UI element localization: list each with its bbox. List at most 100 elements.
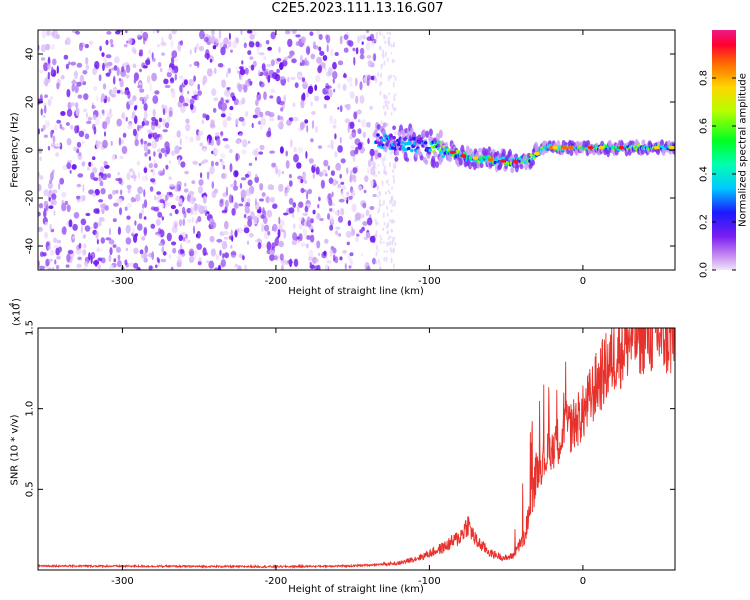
noise-speck — [169, 191, 172, 196]
noise-speck — [392, 169, 394, 173]
noise-speck — [148, 265, 153, 270]
noise-speck — [85, 120, 92, 125]
noise-speck — [392, 263, 395, 269]
noise-speck — [38, 149, 43, 154]
noise-speck — [174, 209, 179, 215]
noise-speck — [195, 233, 199, 238]
noise-speck — [43, 189, 50, 197]
noise-speck — [225, 99, 229, 104]
noise-speck — [224, 144, 230, 150]
signal-peak — [668, 145, 675, 150]
noise-speck — [221, 102, 227, 111]
noise-speck — [188, 79, 194, 87]
noise-speck — [61, 202, 67, 212]
noise-speck — [162, 108, 166, 116]
noise-speck — [184, 170, 189, 175]
noise-speck — [249, 33, 255, 40]
noise-speck — [189, 136, 194, 143]
noise-speck — [337, 215, 344, 223]
signal-speck — [660, 139, 664, 147]
noise-speck — [138, 171, 141, 180]
noise-speck — [61, 191, 67, 198]
noise-speck — [52, 58, 57, 66]
noise-speck — [174, 73, 177, 81]
noise-speck — [93, 208, 100, 214]
noise-speck — [352, 155, 356, 162]
noise-speck — [309, 31, 314, 36]
noise-speck — [90, 251, 96, 260]
noise-speck — [51, 31, 55, 37]
noise-speck — [154, 135, 159, 142]
noise-speck — [66, 162, 72, 170]
noise-speck — [182, 218, 186, 226]
noise-speck — [280, 76, 286, 80]
noise-speck — [161, 216, 164, 221]
noise-speck — [266, 63, 272, 67]
noise-speck — [149, 186, 154, 192]
noise-speck — [84, 261, 88, 266]
noise-speck — [331, 208, 336, 214]
noise-speck — [394, 131, 397, 136]
noise-speck — [377, 249, 380, 252]
noise-speck — [222, 253, 225, 260]
noise-speck — [393, 44, 395, 48]
noise-speck — [204, 252, 209, 256]
noise-speck — [110, 43, 114, 48]
noise-speck — [267, 74, 271, 83]
noise-speck — [107, 96, 111, 103]
signal-peak — [487, 157, 494, 162]
noise-speck — [363, 189, 367, 194]
noise-speck — [171, 89, 176, 99]
noise-speck — [229, 163, 233, 173]
noise-speck — [191, 180, 196, 185]
noise-speck — [289, 50, 295, 56]
x-tick-label: -300 — [111, 576, 134, 587]
noise-speck — [298, 223, 303, 230]
signal-core — [419, 137, 423, 141]
noise-speck — [189, 195, 196, 205]
noise-speck — [391, 103, 394, 109]
noise-speck — [318, 34, 323, 40]
noise-speck — [116, 246, 121, 253]
noise-speck — [370, 178, 374, 188]
noise-speck — [324, 95, 331, 101]
noise-speck — [380, 237, 383, 241]
noise-speck — [142, 31, 149, 41]
noise-speck — [159, 199, 165, 204]
noise-speck — [366, 75, 372, 81]
noise-speck — [270, 88, 276, 94]
noise-speck — [116, 90, 121, 94]
noise-speck — [197, 261, 202, 266]
noise-speck — [262, 207, 265, 216]
signal-speck — [433, 151, 438, 158]
noise-speck — [152, 30, 155, 35]
noise-speck — [332, 61, 337, 70]
noise-speck — [375, 174, 378, 177]
noise-speck — [332, 254, 336, 262]
noise-speck — [152, 95, 159, 104]
noise-speck — [111, 93, 116, 98]
colorbar-label: Normalized spectral amplitude — [738, 73, 749, 227]
noise-speck — [174, 58, 178, 63]
noise-speck — [162, 251, 167, 256]
noise-speck — [386, 212, 389, 217]
noise-speck — [56, 65, 59, 74]
noise-speck — [82, 184, 85, 193]
noise-speck — [153, 163, 158, 169]
noise-speck — [365, 42, 371, 51]
noise-speck — [312, 172, 315, 179]
noise-speck — [261, 243, 267, 249]
noise-speck — [202, 75, 208, 84]
noise-speck — [153, 151, 156, 157]
noise-speck — [187, 219, 192, 223]
noise-speck — [39, 156, 42, 161]
noise-speck — [68, 219, 73, 228]
noise-speck — [233, 170, 239, 178]
noise-speck — [350, 145, 356, 149]
noise-speck — [182, 236, 186, 242]
noise-speck — [101, 52, 105, 57]
noise-speck — [366, 30, 369, 34]
noise-speck — [343, 196, 348, 201]
noise-speck — [264, 110, 271, 116]
noise-speck — [271, 162, 277, 168]
